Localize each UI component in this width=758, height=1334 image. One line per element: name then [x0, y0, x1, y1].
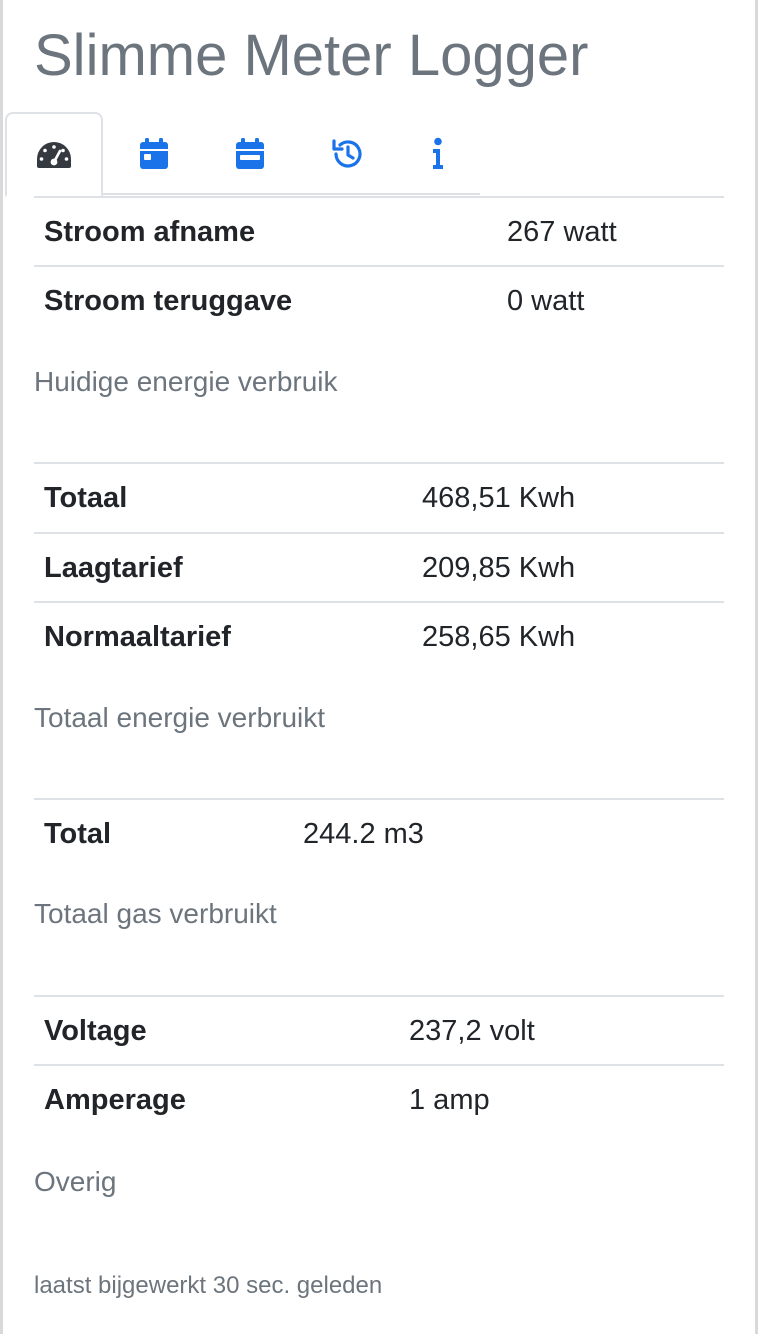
divider: [34, 798, 724, 800]
row-label: Totaal: [44, 481, 128, 514]
divider: [34, 265, 724, 267]
row-label: Laagtarief: [44, 551, 183, 584]
row-label: Voltage: [44, 1014, 147, 1047]
tab-month[interactable]: [201, 112, 299, 195]
calendar-day-icon: [140, 137, 168, 169]
divider: [34, 601, 724, 603]
page-title: Slimme Meter Logger: [34, 23, 589, 88]
divider: [34, 995, 724, 997]
divider: [34, 462, 724, 464]
row-label: Amperage: [44, 1083, 186, 1116]
dashboard-gauge-icon: [37, 141, 71, 168]
row-label: Total: [44, 817, 112, 850]
divider: [34, 196, 724, 198]
tab-dashboard[interactable]: [5, 112, 103, 197]
table-row: Normaaltarief 258,65 Kwh: [34, 603, 724, 671]
tab-info[interactable]: [389, 112, 487, 195]
row-value: 237,2 volt: [409, 1014, 535, 1047]
row-value: 468,51 Kwh: [422, 481, 576, 514]
history-icon: [332, 138, 362, 167]
section-caption: Totaal gas verbruikt: [34, 898, 277, 929]
section-caption: Overig: [34, 1166, 117, 1197]
tab-day[interactable]: [105, 112, 203, 195]
calendar-month-icon: [236, 137, 264, 169]
divider: [34, 532, 724, 534]
table-row: Totaal 468,51 Kwh: [34, 464, 724, 532]
row-label: Normaaltarief: [44, 620, 231, 653]
table-row: Amperage 1 amp: [34, 1066, 724, 1134]
row-value: 244.2 m3: [303, 817, 424, 850]
row-label: Stroom afname: [44, 215, 256, 248]
table-row: Stroom afname 267 watt: [34, 198, 724, 266]
section-caption: Huidige energie verbruik: [34, 366, 338, 397]
last-updated-text: laatst bijgewerkt 30 sec. geleden: [34, 1272, 383, 1299]
row-label: Stroom teruggave: [44, 284, 293, 317]
row-value: 1 amp: [409, 1083, 490, 1116]
table-row: Voltage 237,2 volt: [34, 997, 724, 1065]
section-caption: Totaal energie verbruikt: [34, 702, 326, 733]
row-value: 209,85 Kwh: [422, 551, 576, 584]
info-icon: [433, 137, 443, 169]
tab-history[interactable]: [299, 112, 397, 195]
row-value: 258,65 Kwh: [422, 620, 576, 653]
table-row: Total 244.2 m3: [34, 800, 724, 868]
row-value: 0 watt: [507, 284, 585, 317]
table-row: Laagtarief 209,85 Kwh: [34, 534, 724, 602]
table-row: Stroom teruggave 0 watt: [34, 267, 724, 335]
divider: [34, 1064, 724, 1066]
row-value: 267 watt: [507, 215, 617, 248]
tab-bar: [5, 112, 480, 197]
